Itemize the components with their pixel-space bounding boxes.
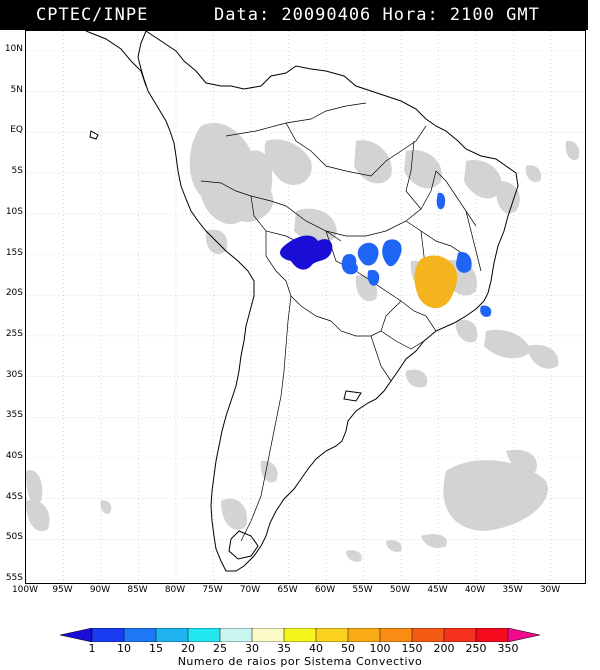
lon-label: 70W — [239, 585, 261, 595]
lon-label: 95W — [52, 585, 73, 595]
colorbar-segment — [187, 628, 221, 642]
colorbar-tick-label: 25 — [213, 642, 227, 655]
lon-label: 55W — [352, 585, 373, 595]
storm-blue-1 — [341, 253, 359, 275]
lon-label: 75W — [202, 585, 223, 595]
lon-label: 100W — [11, 585, 39, 595]
storm-blue-7 — [480, 305, 492, 317]
colorbar-tick-label: 15 — [149, 642, 163, 655]
colorbar-segment — [155, 628, 189, 642]
lon-label: 85W — [127, 585, 148, 595]
lat-label: EQ — [10, 125, 23, 136]
storm-blue-4 — [367, 269, 380, 286]
colorbar-tick-label: 50 — [341, 642, 355, 655]
storm-blue-2 — [357, 242, 379, 266]
colorbar-segment — [123, 628, 157, 642]
lat-label: 5N — [10, 84, 23, 95]
colorbar-tick-label: 250 — [465, 642, 487, 655]
title-bar: CPTEC/INPE Data: 20090406 Hora: 2100 GMT — [0, 0, 588, 30]
lat-label: 40S — [5, 451, 23, 461]
colorbar-segment — [507, 628, 540, 642]
lat-label: 10N — [4, 44, 23, 54]
lat-label: 20S — [5, 288, 23, 299]
colorbar-tick-label: 1 — [88, 642, 96, 655]
lat-label: 15S — [5, 247, 23, 258]
lon-label: 45W — [427, 585, 448, 595]
colorbar-tick-label: 30 — [245, 642, 259, 655]
lat-label: 55S — [5, 573, 23, 584]
colorbar-tick-label: 150 — [401, 642, 423, 655]
colorbar-segment — [379, 628, 413, 642]
colorbar-segment — [251, 628, 285, 642]
colorbar-tick-label: 40 — [309, 642, 323, 655]
cloud-cover — [26, 122, 580, 562]
lon-label: 40W — [464, 585, 486, 595]
colorbar-segment — [91, 628, 125, 642]
colorbar-segment — [315, 628, 349, 642]
lat-label: 45S — [5, 491, 23, 502]
colorbar-tick-label: 35 — [277, 642, 291, 655]
lon-label: 80W — [164, 585, 186, 595]
convective-systems — [280, 192, 492, 317]
source-label: CPTEC/INPE — [36, 5, 149, 25]
colorbar-segment — [475, 628, 509, 642]
colorbar-segment — [283, 628, 317, 642]
colorbar-segment — [411, 628, 445, 642]
lat-label: 50S — [5, 532, 23, 543]
map-panel — [25, 30, 586, 584]
colorbar-tick-label: 10 — [117, 642, 131, 655]
storm-blue-3 — [382, 239, 402, 267]
colorbar — [60, 628, 540, 642]
map-canvas — [26, 31, 585, 583]
colorbar-caption: Numero de raios por Sistema Convectivo — [177, 655, 423, 668]
colorbar-segment — [219, 628, 253, 642]
lat-label: 35S — [5, 410, 23, 421]
datetime-label: Data: 20090406 Hora: 2100 GMT — [214, 5, 540, 25]
storm-blue-6 — [436, 192, 446, 210]
lon-label: 65W — [277, 585, 298, 595]
lat-label: 10S — [5, 206, 23, 217]
colorbar-tick-label: 20 — [181, 642, 195, 655]
lat-label: 5S — [11, 166, 23, 177]
colorbar-segment — [347, 628, 381, 642]
lon-label: 90W — [89, 585, 111, 595]
lon-label: 50W — [389, 585, 411, 595]
storm-blue-dark — [280, 235, 333, 270]
lat-label: 30S — [5, 369, 23, 380]
storm-orange — [414, 255, 458, 309]
lon-label: 60W — [314, 585, 336, 595]
lon-label: 30W — [539, 585, 561, 595]
lat-label: 25S — [5, 328, 23, 339]
colorbar-segment — [60, 628, 93, 642]
colorbar-tick-label: 200 — [433, 642, 455, 655]
colorbar-tick-label: 350 — [497, 642, 519, 655]
storm-blue-5 — [456, 251, 472, 273]
lon-label: 35W — [502, 585, 523, 595]
colorbar-tick-label: 100 — [369, 642, 391, 655]
coastline — [85, 31, 519, 572]
colorbar-segment — [443, 628, 477, 642]
